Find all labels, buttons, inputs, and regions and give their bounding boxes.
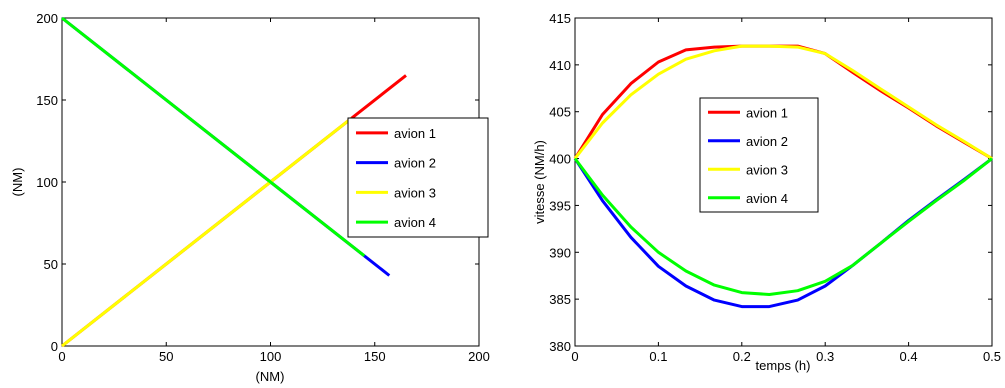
- legend-label-3: avion 3: [746, 162, 788, 177]
- series-line-3: [573, 44, 993, 160]
- legend-label-1: avion 1: [394, 126, 436, 141]
- x-tick-label: 0.5: [983, 349, 1001, 364]
- y-tick-label: 395: [549, 198, 571, 213]
- y-tick-label: 410: [549, 58, 571, 73]
- chart-trajectories: 0 50 100 150 200 0 50 100 150 200 (NM) (NM) avion 1 a…: [10, 11, 490, 384]
- x-tick-label: 200: [468, 349, 490, 364]
- legend-label-2: avion 2: [746, 134, 788, 149]
- x-tick-label: 0.2: [733, 349, 751, 364]
- y-tick-label: 0: [51, 339, 58, 354]
- x-tick-label: 0: [58, 349, 65, 364]
- y-axis-label: vitesse (NM/h): [532, 140, 547, 224]
- legend-box: [347, 117, 489, 238]
- legend-label-4: avion 4: [394, 215, 436, 230]
- x-axis-label: (NM): [256, 369, 285, 384]
- y-tick-label: 150: [36, 93, 58, 108]
- x-axis-label: temps (h): [756, 358, 811, 373]
- y-tick-label: 405: [549, 105, 571, 120]
- x-tick-label: 0: [571, 349, 578, 364]
- series-line-4: [573, 157, 993, 296]
- x-tick-label: 0.3: [816, 349, 834, 364]
- legend-label-4: avion 4: [746, 191, 788, 206]
- y-tick-label: 380: [549, 339, 571, 354]
- y-tick-label: 400: [549, 152, 571, 167]
- x-tick-label: 150: [364, 349, 386, 364]
- y-tick-label: 100: [36, 175, 58, 190]
- x-tick-label: 100: [260, 349, 282, 364]
- x-tick-label: 50: [159, 349, 173, 364]
- legend-label-2: avion 2: [394, 156, 436, 171]
- y-tick-label: 385: [549, 292, 571, 307]
- legend-box: [699, 97, 819, 213]
- x-tick-label: 0.4: [900, 349, 918, 364]
- x-tick-label: 0.1: [649, 349, 667, 364]
- legend-label-1: avion 1: [746, 105, 788, 120]
- legend-label-3: avion 3: [394, 185, 436, 200]
- y-tick-label: 415: [549, 11, 571, 26]
- series-line-4: [61, 16, 366, 257]
- series-line-3: [61, 116, 353, 348]
- y-axis-label: (NM): [10, 168, 25, 197]
- chart-speeds: 0 0.1 0.2 0.3 0.4 0.5 380 385 390 395 400 405 410 415…: [532, 11, 1001, 373]
- y-tick-label: 50: [44, 257, 58, 272]
- y-tick-label: 390: [549, 245, 571, 260]
- y-tick-label: 200: [36, 11, 58, 26]
